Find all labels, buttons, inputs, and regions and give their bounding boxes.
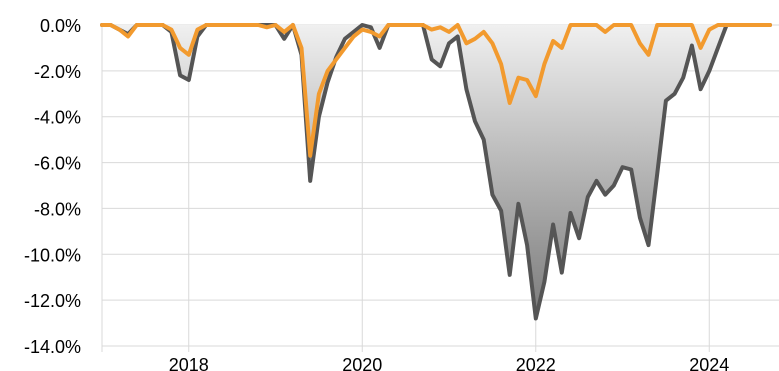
y-tick-label: -12.0% <box>24 291 81 311</box>
x-tick-label: 2018 <box>169 355 209 371</box>
y-tick-label: -14.0% <box>24 337 81 357</box>
x-tick-label: 2022 <box>516 355 556 371</box>
series-layer <box>100 23 772 321</box>
y-axis: 0.0% -2.0% -4.0% -6.0% -8.0% -10.0% -12.0% -14.… <box>24 16 81 357</box>
y-tick-label: -6.0% <box>34 154 81 174</box>
y-tick-label: -2.0% <box>34 62 81 82</box>
series-1-area <box>102 25 770 319</box>
x-tick-label: 2024 <box>689 355 729 371</box>
x-tick-label: 2020 <box>342 355 382 371</box>
y-tick-label: -8.0% <box>34 199 81 219</box>
series-2-line <box>100 23 772 158</box>
y-tick-label: 0.0% <box>40 16 81 36</box>
x-axis: 2018 2020 2022 2024 <box>169 355 730 371</box>
y-tick-label: -4.0% <box>34 108 81 128</box>
y-tick-label: -10.0% <box>24 245 81 265</box>
